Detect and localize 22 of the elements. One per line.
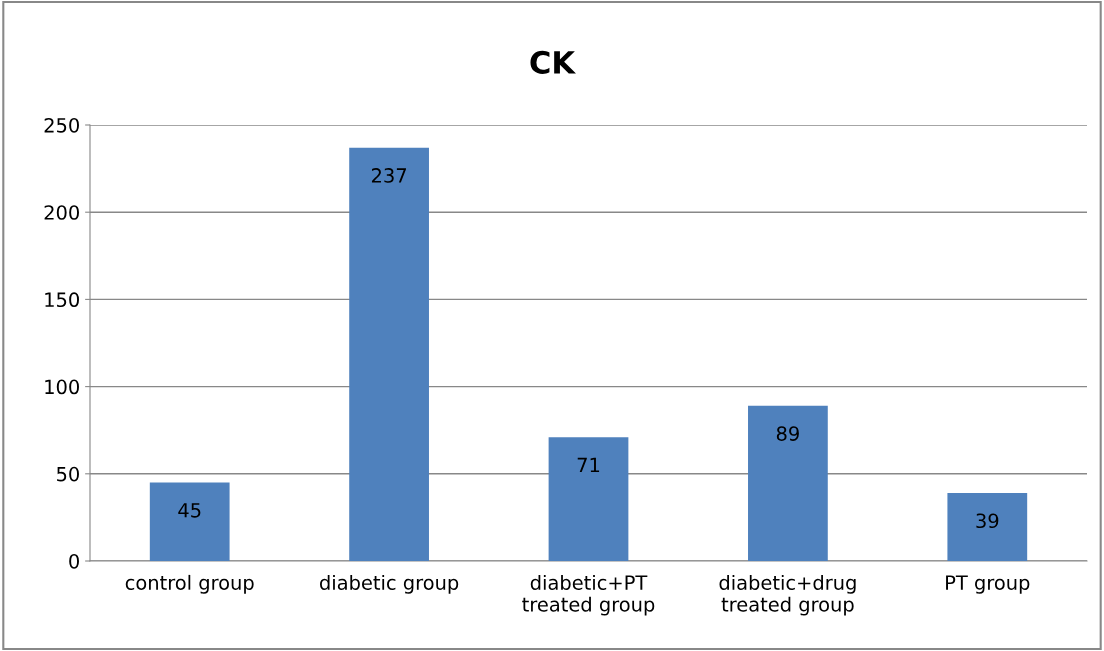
bar bbox=[349, 147, 429, 561]
y-tick-label: 250 bbox=[44, 117, 79, 133]
bar bbox=[149, 482, 230, 561]
data-label: 71 bbox=[577, 457, 600, 473]
data-label: 237 bbox=[371, 168, 406, 183]
data-label: 89 bbox=[776, 426, 799, 441]
y-tick-label: 50 bbox=[57, 466, 79, 482]
chart-title: CK bbox=[530, 50, 576, 74]
data-label: 45 bbox=[178, 503, 201, 518]
y-tick-label: 0 bbox=[69, 553, 79, 569]
bar bbox=[748, 405, 828, 561]
y-tick-label: 200 bbox=[44, 205, 79, 220]
y-tick-label: 150 bbox=[45, 292, 79, 308]
bar bbox=[548, 437, 629, 561]
data-label: 39 bbox=[976, 513, 999, 529]
bar bbox=[947, 492, 1028, 561]
y-tick-label: 100 bbox=[45, 379, 79, 395]
x-tick-label: PT group bbox=[946, 575, 1030, 594]
x-tick-label: diabetic group bbox=[320, 574, 459, 594]
x-tick-label: control group bbox=[125, 574, 254, 594]
x-tick-label: diabetic+drug treated group bbox=[719, 574, 856, 616]
x-tick-label: diabetic+PT treated group bbox=[522, 574, 655, 616]
